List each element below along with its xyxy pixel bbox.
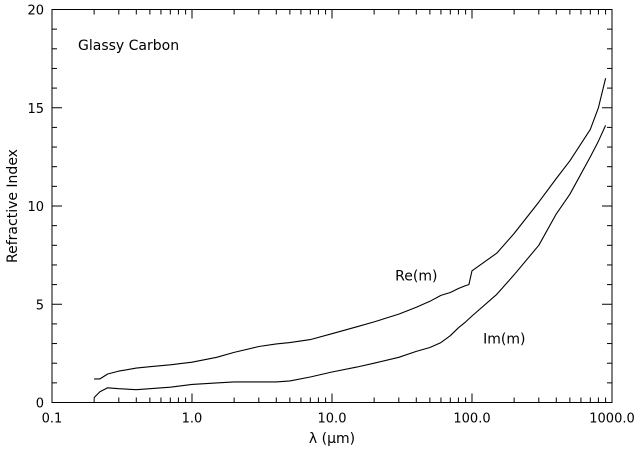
series-line-im-m [93, 125, 607, 398]
axis-tick-labels: 0.1 1.0 10.0 100.0 1000.0 0 5 10 15 20 [27, 4, 634, 427]
x-tick-label: 100.0 [453, 412, 490, 427]
plot-frame [51, 9, 613, 403]
y-axis-title: Refractive Index [5, 149, 21, 263]
y-tick-label: 15 [27, 102, 44, 117]
x-axis-title: λ (μm) [309, 431, 355, 447]
series-line-re-m [94, 78, 607, 380]
series-lines [93, 78, 607, 398]
chart-annotation: Glassy Carbon [78, 38, 179, 54]
y-tick-label: 0 [36, 397, 44, 412]
x-tick-label: 0.1 [42, 412, 63, 427]
y-tick-label: 5 [36, 298, 44, 313]
series-labels: Re(m) Im(m) [395, 269, 525, 348]
series-label-re-m: Re(m) [395, 269, 437, 285]
x-tick-label: 1.0 [182, 412, 203, 427]
y-tick-label: 10 [27, 200, 44, 215]
x-tick-label: 10.0 [318, 412, 347, 427]
x-tick-label: 1000.0 [589, 412, 635, 427]
axis-ticks [51, 9, 613, 403]
series-label-im-m: Im(m) [483, 332, 525, 348]
y-tick-label: 20 [27, 4, 44, 19]
